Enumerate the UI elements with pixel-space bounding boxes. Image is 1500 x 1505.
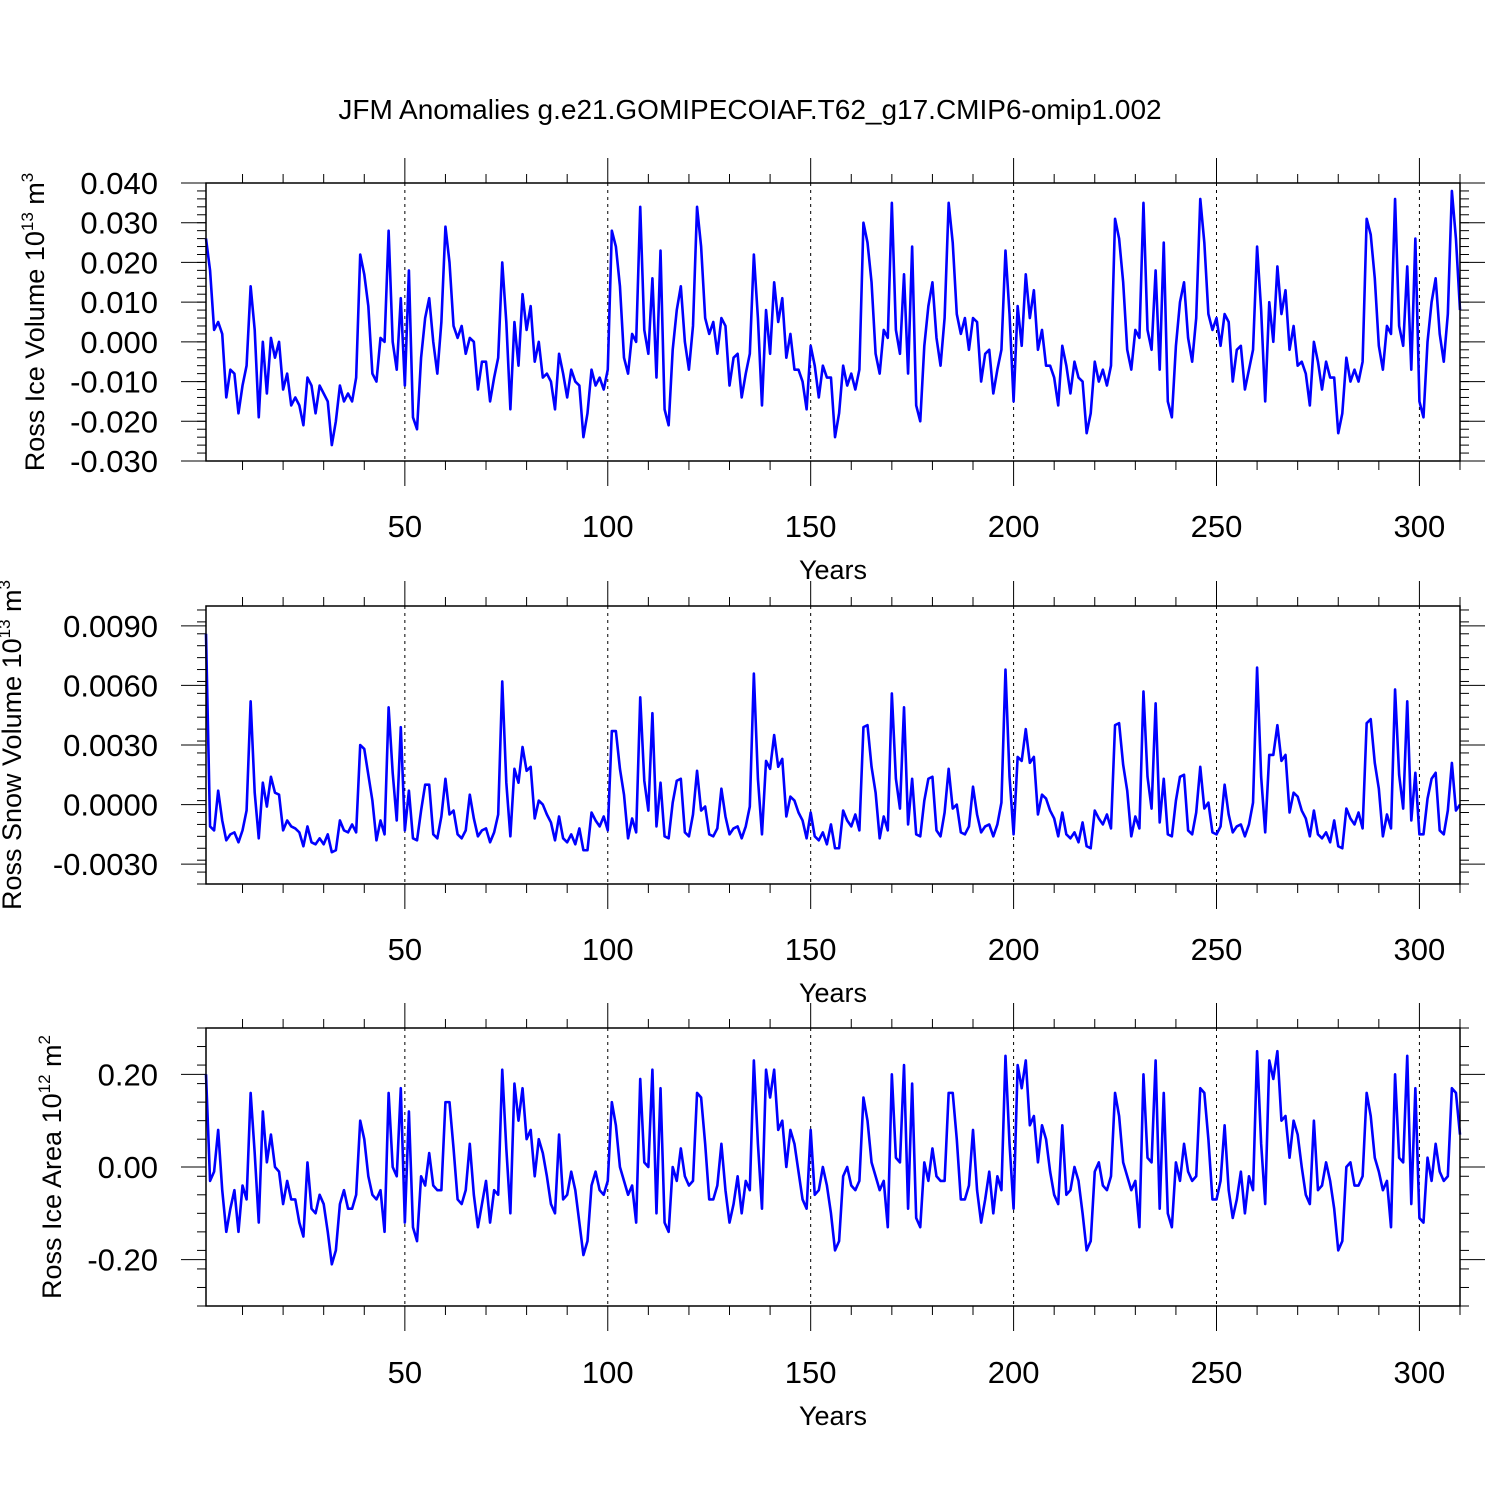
plot-frame [205, 1027, 1461, 1307]
y-tick-label: -0.20 [87, 1243, 158, 1278]
y-axis-label: Ross Ice Volume 1013 m3 [18, 173, 50, 472]
y-tick-label: -0.030 [70, 444, 158, 479]
y-axis-label: Ross Ice Area 1012 m2 [35, 1035, 67, 1299]
y-tick-label: 0.0060 [63, 668, 158, 703]
y-tick-label: -0.0030 [53, 847, 158, 882]
x-axis-label: Years [799, 1401, 867, 1431]
y-tick-label: 0.030 [80, 206, 158, 241]
x-tick-label-200: 200 [988, 1355, 1040, 1390]
y-tick-label: 0.00 [98, 1150, 158, 1185]
x-tick-label-150: 150 [785, 509, 837, 544]
panel-2: -0.0030 0.0000 0.0030 0.0060 0.0090 50 100 150 2… [0, 580, 1485, 1008]
y-tick-label: 0.000 [80, 325, 158, 360]
series-line-ross-ice-area [204, 1049, 1462, 1266]
x-tick-label-300: 300 [1394, 1355, 1446, 1390]
y-tick-label: 0.010 [80, 285, 158, 320]
x-axis-label: Years [799, 555, 867, 585]
x-tick-label-250: 250 [1191, 1355, 1243, 1390]
x-tick-label-50: 50 [388, 1355, 422, 1390]
y-tick-label: -0.010 [70, 365, 158, 400]
y-tick-label: 0.0090 [63, 609, 158, 644]
y-tick-label: 0.0030 [63, 728, 158, 763]
y-tick-label: 0.20 [98, 1057, 158, 1092]
x-tick-label-150: 150 [785, 932, 837, 967]
panel-1: -0.030 -0.020 -0.010 0.000 0.010 0.020 0.030 0.… [18, 158, 1485, 585]
x-tick-label-150: 150 [785, 1355, 837, 1390]
x-tick-label-200: 200 [988, 509, 1040, 544]
plot-frame [205, 605, 1461, 885]
plot-frame [205, 182, 1461, 462]
panel-3: -0.20 0.00 0.20 50 100 150 200 250 300 Years Ross … [35, 1003, 1485, 1431]
x-tick-label-100: 100 [582, 509, 634, 544]
figure-title: JFM Anomalies g.e21.GOMIPECOIAF.T62_g17.… [338, 94, 1161, 125]
y-tick-label: 0.020 [80, 245, 158, 280]
x-tick-label-50: 50 [388, 509, 422, 544]
series-line-ross-ice-volume [204, 189, 1462, 447]
series-line-ross-snow-volume [204, 633, 1462, 854]
x-tick-label-100: 100 [582, 932, 634, 967]
x-tick-label-200: 200 [988, 932, 1040, 967]
x-tick-label-300: 300 [1394, 509, 1446, 544]
y-axis-label: Ross Snow Volume 1013 m3 [0, 580, 27, 910]
y-tick-label: 0.040 [80, 166, 158, 201]
x-axis-label: Years [799, 978, 867, 1008]
x-tick-label-300: 300 [1394, 932, 1446, 967]
x-tick-label-50: 50 [388, 932, 422, 967]
x-tick-label-100: 100 [582, 1355, 634, 1390]
y-tick-label: 0.0000 [63, 788, 158, 823]
x-tick-label-250: 250 [1191, 509, 1243, 544]
y-tick-label: -0.020 [70, 404, 158, 439]
x-tick-label-250: 250 [1191, 932, 1243, 967]
